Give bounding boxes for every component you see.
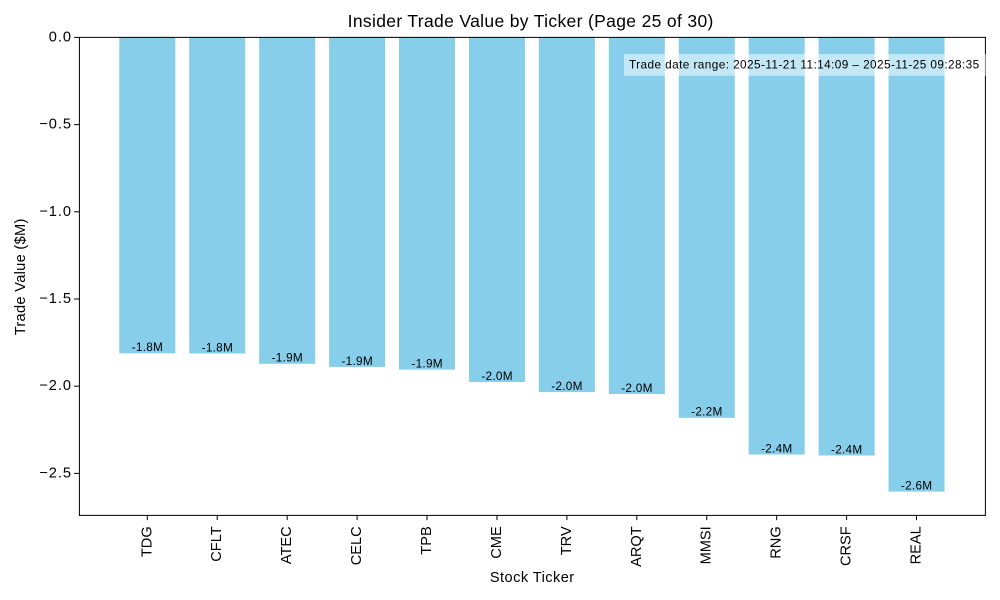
svg-text:Insider Trade Value by Ticker: Insider Trade Value by Ticker (Page 25 o… xyxy=(348,11,714,31)
svg-text:TDG: TDG xyxy=(139,526,155,557)
svg-text:REAL: REAL xyxy=(909,526,925,564)
svg-text:-2.6M: -2.6M xyxy=(901,479,932,493)
svg-text:CME: CME xyxy=(489,526,505,559)
svg-text:−2.0: −2.0 xyxy=(39,378,72,394)
svg-text:RNG: RNG xyxy=(769,526,785,558)
svg-text:-1.9M: -1.9M xyxy=(411,357,442,371)
svg-text:Trade Value ($M): Trade Value ($M) xyxy=(13,218,29,335)
svg-text:-2.0M: -2.0M xyxy=(551,379,582,393)
svg-text:CELC: CELC xyxy=(349,526,365,565)
svg-text:-2.0M: -2.0M xyxy=(621,381,652,395)
svg-text:-2.4M: -2.4M xyxy=(761,441,792,455)
svg-text:CRSF: CRSF xyxy=(839,526,855,566)
svg-text:Trade date range: 2025-11-21 1: Trade date range: 2025-11-21 11:14:09 – … xyxy=(629,57,980,71)
svg-text:-1.9M: -1.9M xyxy=(272,351,303,365)
svg-text:TPB: TPB xyxy=(419,526,435,554)
svg-text:0.0: 0.0 xyxy=(49,29,72,45)
svg-text:CFLT: CFLT xyxy=(209,526,225,561)
svg-text:−2.5: −2.5 xyxy=(39,465,72,481)
svg-text:Stock Ticker: Stock Ticker xyxy=(490,570,575,586)
svg-text:-2.2M: -2.2M xyxy=(691,405,722,419)
svg-text:-1.8M: -1.8M xyxy=(202,340,233,354)
svg-text:−0.5: −0.5 xyxy=(39,117,72,133)
svg-text:ATEC: ATEC xyxy=(279,526,295,564)
svg-text:ARQT: ARQT xyxy=(629,526,645,567)
svg-text:-2.0M: -2.0M xyxy=(481,369,512,383)
svg-text:-1.9M: -1.9M xyxy=(341,354,372,368)
svg-text:TRV: TRV xyxy=(559,526,575,555)
svg-text:-1.8M: -1.8M xyxy=(132,340,163,354)
svg-text:MMSI: MMSI xyxy=(699,526,715,564)
svg-text:−1.5: −1.5 xyxy=(39,291,72,307)
svg-text:-2.4M: -2.4M xyxy=(831,442,862,456)
svg-text:−1.0: −1.0 xyxy=(39,204,72,220)
